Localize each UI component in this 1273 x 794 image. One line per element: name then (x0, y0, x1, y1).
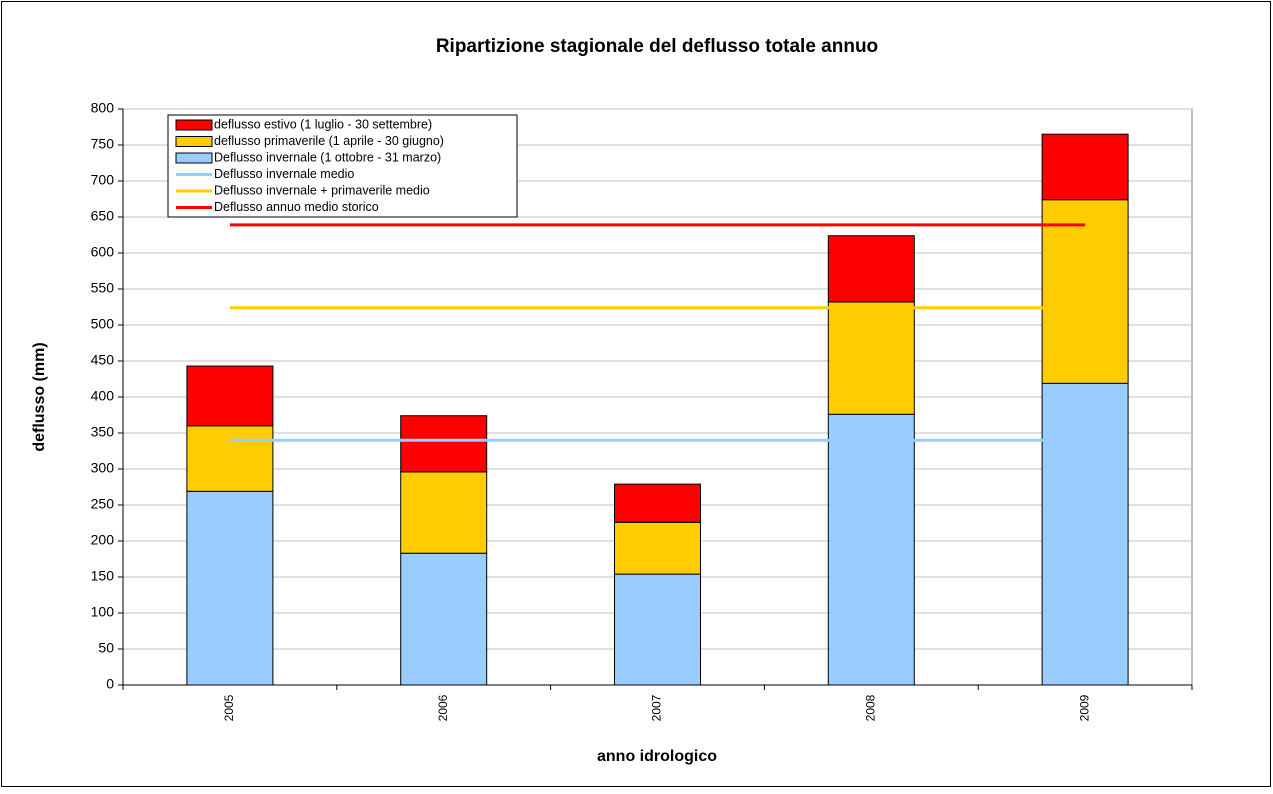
legend-label: Deflusso annuo medio storico (214, 200, 379, 214)
y-tick-label: 500 (91, 316, 115, 332)
y-tick-label: 550 (91, 280, 115, 296)
legend-swatch (175, 136, 213, 147)
x-tick-label: 2009 (1077, 694, 1091, 721)
legend-swatch (175, 119, 213, 131)
y-tick-label: 300 (91, 460, 115, 476)
legend-swatch (175, 152, 213, 164)
y-tick-label: 750 (91, 136, 115, 152)
legend-label: deflusso primaverile (1 aprile - 30 giug… (214, 134, 444, 148)
legend-label: Deflusso invernale (1 ottobre - 31 marzo… (214, 150, 441, 164)
legend: deflusso estivo (1 luglio - 30 settembre… (167, 114, 518, 218)
bar-segment (186, 365, 274, 427)
bar-segment (400, 552, 488, 686)
legend-label: Deflusso invernale medio (214, 167, 354, 181)
bar-segment (827, 301, 915, 415)
y-axis-label: deflusso (mm) (31, 342, 48, 451)
y-tick-label: 700 (91, 172, 115, 188)
legend-label: deflusso estivo (1 luglio - 30 settembre… (214, 117, 432, 131)
bar-segment (186, 425, 274, 492)
bar-segment (614, 573, 701, 686)
legend-label: Deflusso invernale + primaverile medio (214, 183, 430, 197)
x-tick-label: 2007 (650, 694, 664, 721)
bar-segment (400, 415, 488, 473)
y-tick-label: 50 (98, 640, 114, 656)
y-tick-label: 800 (91, 100, 115, 116)
y-tick-label: 450 (91, 352, 115, 368)
bar-segment (614, 521, 701, 575)
x-tick-label: 2008 (863, 694, 877, 721)
x-axis-label: anno idrologico (597, 748, 717, 765)
bar-segment (400, 471, 488, 554)
bar-segment (827, 235, 915, 303)
bar-segment (186, 490, 274, 686)
y-tick-label: 250 (91, 496, 115, 512)
legend-box (167, 114, 518, 218)
bar-segment (1041, 199, 1129, 384)
bar-segment (614, 483, 701, 523)
chart-title: Ripartizione stagionale del deflusso tot… (436, 36, 878, 57)
y-tick-label: 200 (91, 532, 115, 548)
x-tick-label: 2005 (222, 694, 236, 721)
y-tick-label: 150 (91, 568, 115, 584)
y-tick-label: 0 (106, 676, 114, 692)
y-tick-label: 350 (91, 424, 115, 440)
y-tick-label: 650 (91, 208, 115, 224)
y-tick-label: 400 (91, 388, 115, 404)
x-tick-label: 2006 (436, 694, 450, 721)
bar-segment (1041, 382, 1129, 686)
bar-segment (1041, 133, 1129, 201)
bar-segment (827, 413, 915, 686)
y-tick-label: 100 (91, 604, 115, 620)
y-tick-label: 600 (91, 244, 115, 260)
